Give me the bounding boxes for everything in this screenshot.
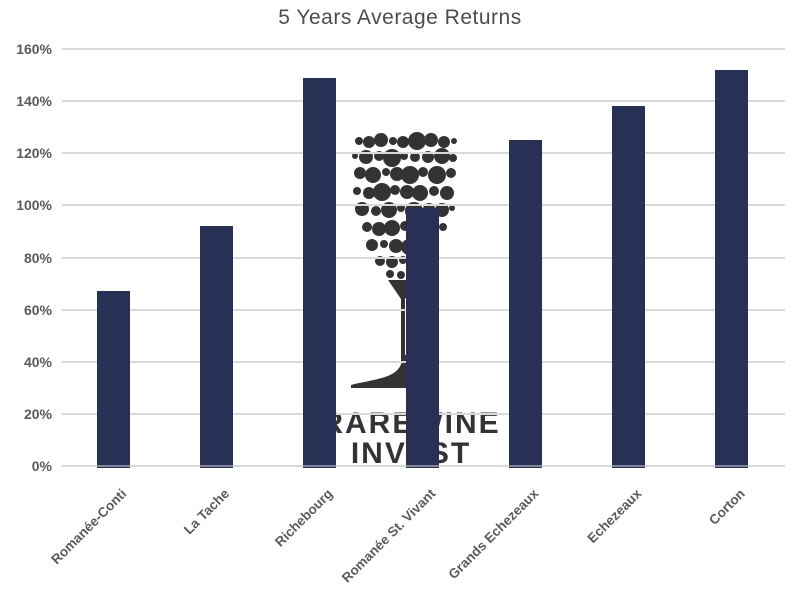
y-axis-tick-label: 80% bbox=[23, 249, 52, 266]
y-axis-tick-label: 0% bbox=[31, 458, 52, 474]
y-axis-tick-label: 100% bbox=[16, 197, 52, 214]
y-axis-tick-label: 160% bbox=[16, 41, 52, 57]
gridline bbox=[62, 204, 785, 207]
gridline bbox=[62, 48, 785, 50]
bar-La Tache bbox=[200, 226, 234, 468]
gridline bbox=[62, 100, 785, 103]
bar-Richebourg bbox=[303, 77, 337, 468]
bar-Echezeaux bbox=[612, 106, 646, 468]
y-axis-tick-label: 20% bbox=[23, 405, 52, 422]
zero-axis-line bbox=[62, 465, 785, 467]
bar-Romanée-Conti bbox=[97, 291, 130, 468]
bar-Romanée St. Vivant bbox=[406, 207, 440, 468]
gridline bbox=[62, 152, 785, 155]
y-axis-tick-label: 140% bbox=[16, 93, 52, 110]
bar-Grands Echezeaux bbox=[509, 140, 543, 468]
chart-title: 5 Years Average Returns bbox=[278, 6, 522, 29]
y-axis-tick-label: 60% bbox=[23, 301, 52, 318]
y-axis-tick-label: 40% bbox=[23, 353, 52, 370]
bar-Corton bbox=[715, 69, 749, 468]
y-axis-tick-label: 120% bbox=[16, 145, 52, 162]
